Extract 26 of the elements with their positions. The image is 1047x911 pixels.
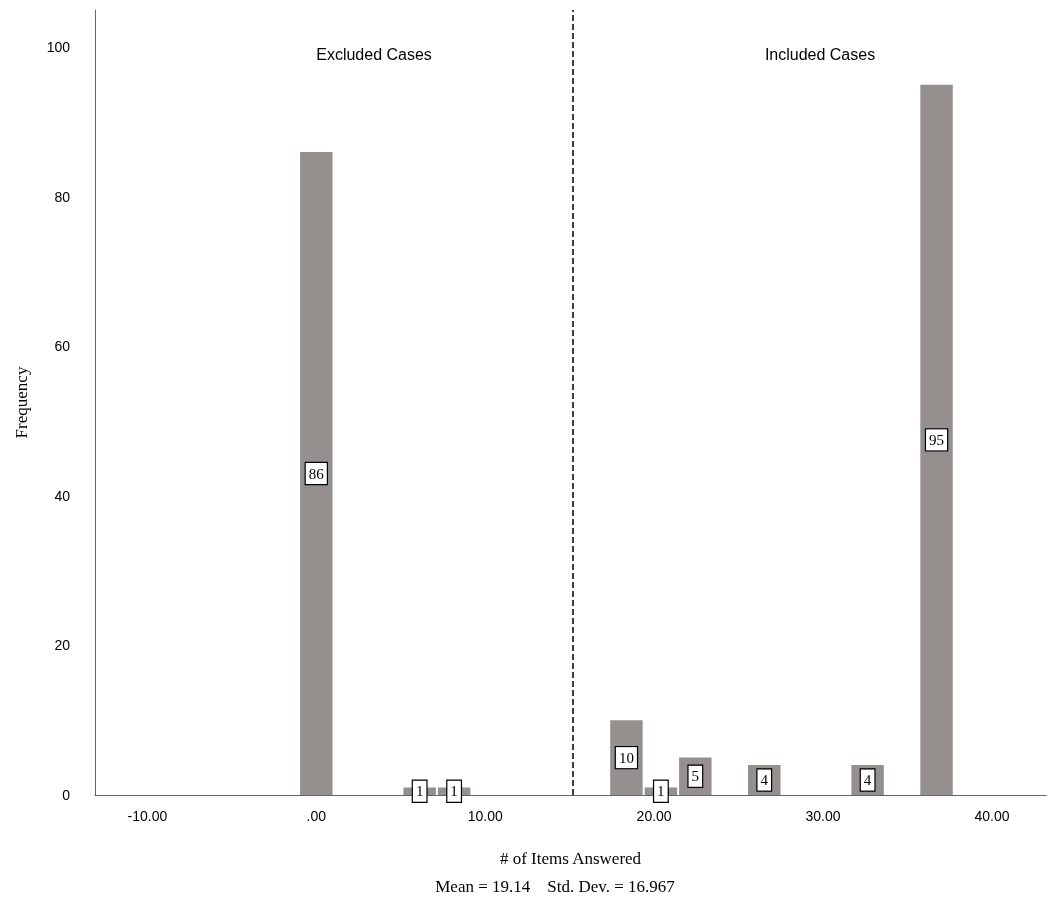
- x-tick-label: 30.00: [805, 808, 841, 824]
- x-axis-title: # of Items Answered: [499, 849, 642, 868]
- y-tick-label: 20: [54, 637, 71, 654]
- data-label: 10: [618, 749, 634, 766]
- y-tick-label: 100: [46, 39, 71, 56]
- y-axis-title: Frequency: [12, 366, 31, 439]
- y-tick-label: 60: [54, 338, 71, 355]
- data-label: 1: [657, 783, 665, 800]
- text: Mean = 19.14 Std. Dev. = 16.967: [435, 876, 676, 896]
- y-tick-label: 40: [54, 487, 71, 504]
- annotation: Included Cases: [764, 45, 876, 63]
- data-label: 86: [308, 465, 325, 482]
- data-label: 1: [415, 783, 424, 800]
- annotation: Excluded Cases: [316, 45, 432, 63]
- x-tick-label: 10.00: [467, 808, 503, 824]
- data-label: 95: [929, 431, 945, 448]
- data-label: 5: [691, 768, 700, 785]
- y-tick-label: 0: [62, 787, 71, 803]
- x-tick-label: 20.00: [636, 808, 672, 824]
- data-label: 4: [760, 772, 769, 789]
- x-tick-label: 40.00: [974, 808, 1010, 824]
- x-tick-label: .00: [306, 808, 327, 824]
- data-label: 4: [863, 772, 872, 789]
- data-label: 1: [450, 783, 458, 800]
- y-tick-label: 80: [54, 188, 71, 205]
- x-tick-label: -10.00: [127, 808, 168, 824]
